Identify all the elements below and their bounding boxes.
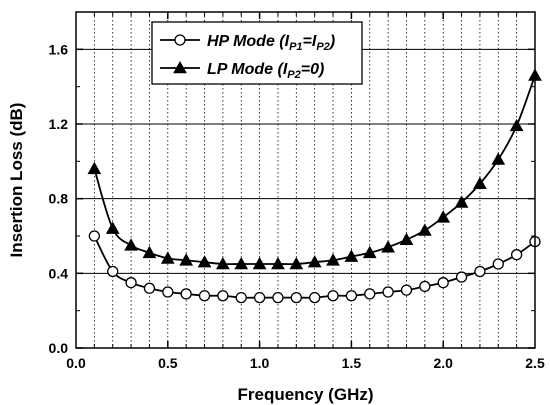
- y-tick-label: 1.6: [49, 41, 69, 57]
- lp-mode-point: [436, 210, 451, 223]
- lp-mode-point: [197, 255, 212, 268]
- hp-mode-point: [143, 282, 156, 294]
- legend-text-part: I: [312, 33, 317, 50]
- hp-mode-point: [180, 288, 192, 300]
- legend-box: [151, 21, 363, 85]
- hp-mode-point: [198, 290, 211, 302]
- tick-labels: 0.0 0.4 0.8 1.2 1.6 0.0 0.5 1.0 1.5 2.0 2.5: [49, 41, 545, 371]
- hp-mode-point: [437, 277, 449, 289]
- x-tick-label: 1.5: [342, 355, 362, 371]
- lp-mode-point: [454, 195, 469, 208]
- lp-mode-point: [289, 256, 304, 270]
- legend-text-part: I: [283, 61, 288, 78]
- lp-mode-point: [362, 245, 377, 259]
- hp-mode-point: [382, 286, 394, 298]
- lp-mode-point: [417, 223, 432, 236]
- x-tick-label: 2.0: [433, 355, 453, 371]
- plot-frame: [75, 11, 536, 349]
- legend-text-part: =0): [301, 61, 325, 78]
- legend-text-part: ): [328, 33, 335, 50]
- lp-mode-point: [509, 118, 524, 132]
- hp-mode-point: [492, 258, 504, 270]
- hp-mode-point: [162, 286, 174, 298]
- hp-mode-point: [364, 288, 376, 300]
- hp-mode-point: [235, 291, 247, 304]
- legend-subscript: P1: [289, 41, 302, 53]
- lp-mode-point: [344, 249, 359, 262]
- hp-mode-point: [455, 271, 468, 283]
- lp-mode-point: [252, 256, 267, 270]
- series-line-2: [93, 75, 536, 266]
- hp-mode-point: [125, 277, 137, 289]
- lp-mode-point: [105, 221, 120, 234]
- legend: HP Mode (IP1=IP2)LP Mode (IP2=0): [151, 21, 363, 85]
- hp-mode-point: [327, 290, 339, 302]
- lp-mode-point: [399, 232, 414, 246]
- lp-mode-point: [160, 251, 175, 264]
- lp-mode-point: [216, 256, 230, 270]
- y-tick-label: 0.4: [49, 265, 69, 281]
- legend-marker-2: [173, 60, 187, 74]
- lp-mode-point: [142, 245, 157, 259]
- hp-mode-point: [400, 284, 413, 296]
- hp-mode-point: [253, 291, 266, 304]
- lp-mode-point: [87, 161, 102, 175]
- legend-label-1: HP Mode (IP1=IP2): [207, 33, 335, 53]
- x-tick-label: 0.0: [66, 355, 86, 371]
- hp-mode-point: [309, 291, 321, 304]
- x-tick-label: 0.5: [158, 355, 178, 371]
- lp-mode-point: [234, 256, 249, 270]
- legend-text-part: I: [285, 33, 290, 50]
- x-tick-label: 1.0: [250, 355, 270, 371]
- hp-mode-point: [474, 265, 486, 278]
- hp-mode-point: [272, 291, 284, 304]
- y-tick-label: 0.0: [49, 340, 69, 356]
- lp-mode-point: [179, 253, 194, 266]
- legend-subscript: P2: [287, 69, 300, 81]
- x-axis-title: Frequency (GHz): [237, 385, 373, 404]
- hp-mode-point: [88, 230, 101, 242]
- lp-mode-point: [307, 255, 322, 268]
- series-markers: [87, 68, 542, 304]
- legend-text-part: LP Mode (: [207, 61, 285, 78]
- y-tick-label: 0.8: [49, 191, 69, 207]
- hp-mode-point: [510, 249, 523, 261]
- x-tick-label: 2.5: [525, 355, 545, 371]
- hp-mode-point: [217, 290, 229, 302]
- lp-mode-point: [271, 256, 285, 270]
- legend-text-part: HP Mode (: [207, 33, 286, 50]
- lp-mode-point: [491, 152, 506, 165]
- hp-mode-point: [419, 280, 431, 293]
- hp-mode-point: [290, 291, 302, 304]
- legend-subscript: P2: [316, 41, 329, 53]
- y-tick-label: 1.2: [49, 116, 69, 132]
- hp-mode-point: [107, 265, 119, 278]
- legend-text-part: =: [303, 33, 312, 50]
- legend-label-2: LP Mode (IP2=0): [207, 61, 324, 81]
- legend-marker-1: [174, 34, 186, 46]
- hp-mode-point: [345, 290, 358, 302]
- axis-ticks: [76, 11, 535, 349]
- lp-mode-point: [473, 176, 487, 190]
- y-axis-title: Insertion Loss (dB): [7, 103, 26, 258]
- lp-mode-point: [326, 253, 340, 266]
- lp-mode-point: [124, 238, 138, 251]
- lp-mode-point: [381, 240, 395, 253]
